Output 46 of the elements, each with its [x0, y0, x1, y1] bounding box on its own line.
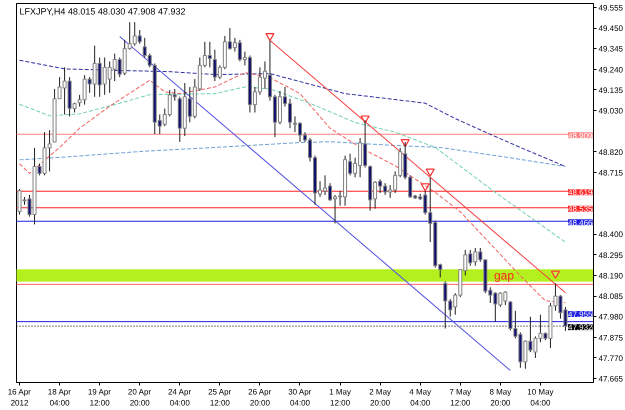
ref-line-label: 48.535 — [568, 204, 594, 214]
x-tick-label: 24 Apr 04:00 — [168, 388, 192, 408]
point — [360, 115, 370, 124]
x-tick-label: 20 Apr 20:00 — [128, 388, 152, 408]
y-tick-label: 47.875 — [598, 333, 624, 342]
point — [426, 168, 435, 177]
ref-line-label: 47.955 — [568, 310, 594, 320]
x-tick-label: 30 Apr 04:00 — [288, 388, 312, 408]
x-tick-label: 7 May 12:00 — [449, 388, 472, 408]
chart-title: LFXJPY,H4 48.015 48.030 47.908 47.932 — [20, 6, 186, 16]
line-series — [19, 60, 566, 167]
y-tick-label: 49.030 — [598, 106, 624, 116]
x-tick-label: 1 May 12:00 — [329, 388, 351, 408]
x-tick-label: 26 Apr 20:00 — [248, 388, 272, 408]
x-tick-label: 4 May 04:00 — [409, 388, 432, 408]
y-tick-label: 47.665 — [598, 374, 624, 384]
y-tick-label: 48.400 — [598, 230, 624, 240]
line-series — [19, 141, 566, 167]
y-tick-label: 49.555 — [598, 3, 624, 12]
x-tick-label: 16 Apr 2012 — [8, 388, 32, 408]
y-tick-label: 49.135 — [598, 86, 624, 95]
ref-line-label: 48.619 — [568, 188, 594, 198]
y-tick-label: 49.450 — [598, 24, 624, 34]
band-label: gap — [494, 268, 514, 282]
point — [550, 270, 560, 279]
x-tick-label: 10 May 04:00 — [527, 388, 554, 408]
x-tick-label: 18 Apr 04:00 — [48, 388, 72, 408]
y-tick-label: 49.345 — [598, 44, 624, 54]
ref-line-label: 47.932 — [568, 323, 594, 332]
ref-line-label: 48.909 — [568, 131, 594, 140]
y-tick-label: 48.715 — [598, 168, 624, 178]
y-tick-label: 47.980 — [598, 312, 624, 322]
y-tick-label: 48.295 — [598, 250, 624, 260]
y-tick-label: 47.770 — [598, 354, 624, 363]
ref-line-label: 48.466 — [568, 218, 594, 228]
x-tick-label: 25 Apr 12:00 — [208, 388, 232, 408]
y-tick-label: 48.820 — [598, 148, 624, 157]
y-tick-label: 49.240 — [598, 65, 624, 74]
point — [265, 32, 275, 42]
y-tick-label: 48.190 — [598, 271, 624, 280]
x-tick-label: 2 May 20:00 — [369, 388, 392, 408]
y-tick-label: 48.085 — [598, 292, 624, 302]
x-tick-label: 8 May 20:00 — [489, 388, 512, 408]
point — [420, 183, 430, 192]
line-series — [19, 72, 566, 304]
x-tick-label: 19 Apr 12:00 — [88, 388, 112, 408]
